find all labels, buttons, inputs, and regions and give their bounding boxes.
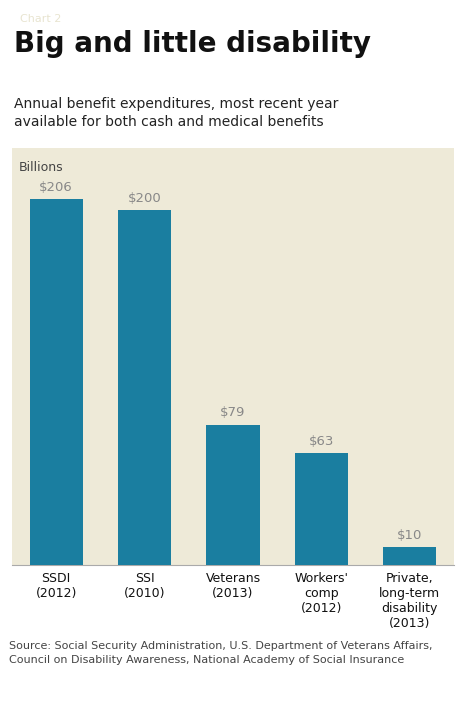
- Bar: [30, 199, 82, 565]
- Text: Chart 2: Chart 2: [20, 14, 61, 24]
- Text: $79: $79: [220, 407, 245, 420]
- Bar: [382, 547, 435, 565]
- Text: Big and little disability: Big and little disability: [14, 30, 370, 58]
- Text: $206: $206: [39, 181, 73, 194]
- Text: $63: $63: [308, 435, 333, 448]
- Text: Annual benefit expenditures, most recent year
available for both cash and medica: Annual benefit expenditures, most recent…: [14, 96, 338, 129]
- Bar: [118, 210, 171, 565]
- Text: $200: $200: [127, 192, 161, 204]
- Text: Billions: Billions: [19, 161, 63, 174]
- Text: $10: $10: [396, 529, 422, 542]
- Text: Source: Social Security Administration, U.S. Department of Veterans Affairs,
Cou: Source: Social Security Administration, …: [9, 641, 432, 665]
- Bar: [294, 453, 347, 565]
- Bar: [206, 425, 259, 565]
